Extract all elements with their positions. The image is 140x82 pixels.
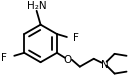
Text: F: F (73, 33, 79, 43)
Text: H₂N: H₂N (27, 1, 46, 11)
Text: F: F (1, 53, 7, 63)
Text: O: O (64, 55, 72, 65)
Text: N: N (101, 60, 108, 70)
